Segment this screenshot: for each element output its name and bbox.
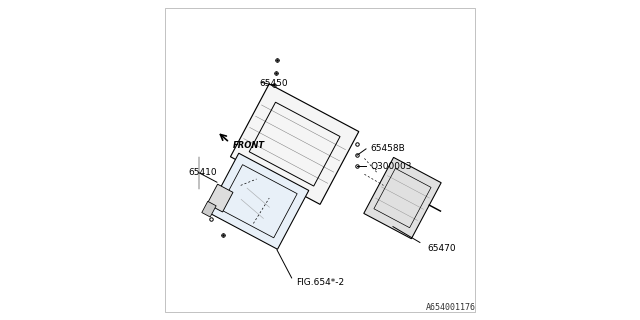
Polygon shape <box>207 184 233 212</box>
Polygon shape <box>202 201 216 217</box>
Text: FIG.654*-2: FIG.654*-2 <box>296 278 344 287</box>
Text: 65470: 65470 <box>428 244 456 253</box>
Text: 65410: 65410 <box>188 168 217 177</box>
Text: FRONT: FRONT <box>233 141 265 150</box>
Polygon shape <box>364 157 441 239</box>
Text: 65450: 65450 <box>260 79 289 88</box>
Text: 65458B: 65458B <box>371 144 406 153</box>
Text: Q300003: Q300003 <box>371 162 412 171</box>
Polygon shape <box>230 84 359 204</box>
Text: A654001176: A654001176 <box>426 303 476 312</box>
Polygon shape <box>207 153 308 249</box>
